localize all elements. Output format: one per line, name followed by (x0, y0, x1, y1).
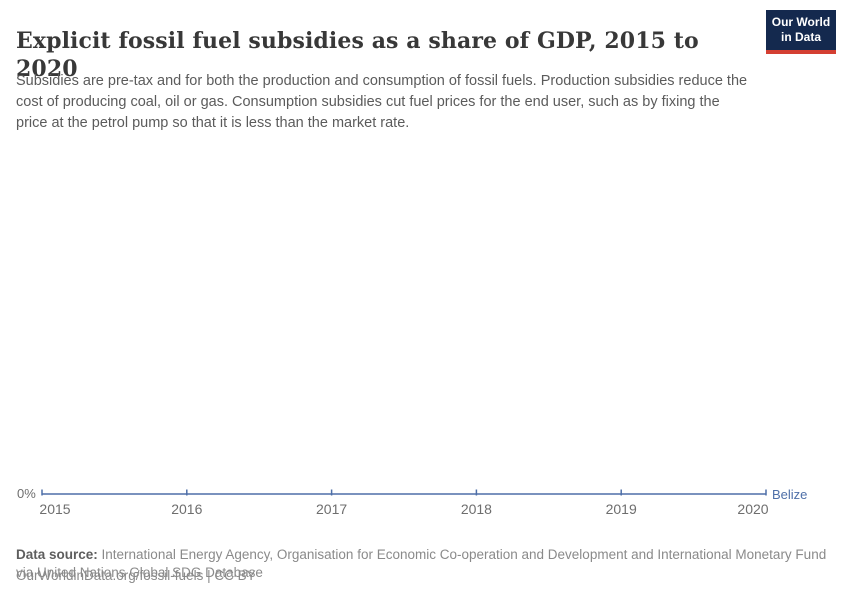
x-tick-label-2016: 2016 (171, 501, 203, 517)
x-tick-label-2019: 2019 (605, 501, 637, 517)
chart-line-svg[interactable] (0, 480, 850, 502)
chart-subtitle: Subsidies are pre-tax and for both the p… (16, 72, 748, 131)
y-axis-zero-label: 0% (17, 486, 36, 501)
series-entity-label: Belize (772, 487, 808, 502)
data-source-text: International Energy Agency, Organisatio… (16, 546, 827, 580)
x-tick-label-2015: 2015 (39, 501, 71, 517)
chart-title: Explicit fossil fuel subsidies as a shar… (16, 27, 699, 83)
origin-url-license[interactable]: OurWorldinData.org/fossil-fuels | CC BY (16, 568, 256, 583)
owid-logo-line2: in Data (780, 30, 821, 45)
data-source-label: Data source: (16, 546, 98, 562)
data-source-note: Data source: International Energy Agency… (16, 546, 828, 582)
x-tick-label-2017: 2017 (316, 501, 348, 517)
x-tick-label-2020: 2020 (737, 501, 769, 517)
owid-logo[interactable]: Our World in Data (766, 10, 836, 54)
owid-logo-line1: Our World (771, 15, 831, 29)
x-tick-label-2018: 2018 (460, 501, 492, 517)
